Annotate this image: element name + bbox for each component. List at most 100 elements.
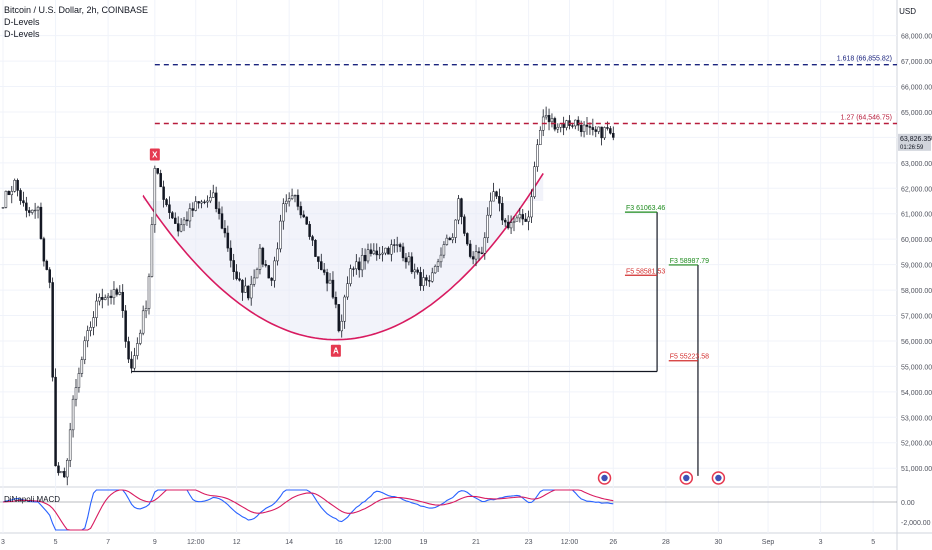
candle-body xyxy=(77,373,81,388)
dinapoli-levels[interactable]: F3 61063.46 F5 58581.53 F3 58987.79 F5 5522… xyxy=(131,205,709,476)
candle-body xyxy=(220,213,224,229)
candle xyxy=(51,277,54,382)
candle xyxy=(98,293,101,306)
candle xyxy=(322,263,326,276)
candle xyxy=(284,194,288,213)
candle xyxy=(503,217,507,227)
candle xyxy=(22,191,25,207)
candle-body xyxy=(597,126,600,132)
candle-body xyxy=(244,285,247,293)
y-tick-label: 53,000.00 xyxy=(901,415,932,422)
candle-body xyxy=(311,236,314,241)
candle xyxy=(92,311,95,336)
candle xyxy=(86,325,89,348)
candle-body xyxy=(103,297,107,300)
candle xyxy=(249,275,253,306)
candle-body xyxy=(74,387,78,400)
candle xyxy=(252,269,256,287)
candle xyxy=(217,201,221,220)
fib-extension-lines[interactable]: 1.618 (66,855.82) 1.27 (64,546.75) xyxy=(154,56,897,125)
candle xyxy=(533,161,536,199)
level-label: F3 61063.46 xyxy=(626,205,665,212)
candle-body xyxy=(150,224,154,277)
candle xyxy=(296,189,300,211)
y-tick-label: 55,000.00 xyxy=(901,364,932,371)
candle-body xyxy=(515,217,519,222)
candle xyxy=(325,268,329,292)
marker-badge xyxy=(330,344,341,357)
candle-body xyxy=(381,252,384,255)
candle xyxy=(182,216,186,232)
candle xyxy=(506,215,510,230)
candle xyxy=(363,248,367,270)
candle-body xyxy=(340,320,343,332)
candle-body xyxy=(474,251,478,260)
candle-body xyxy=(252,277,256,285)
candle-body xyxy=(471,256,475,260)
candle xyxy=(381,245,384,262)
x-axis[interactable]: 3 5 7 9 12:00 12 14 16 12:00 19 21 23 12:00 26 28 30 Sep… xyxy=(1,539,875,546)
candle-body xyxy=(57,465,60,474)
candle xyxy=(343,294,346,329)
candle-body xyxy=(141,310,145,334)
cup-fill xyxy=(143,173,544,340)
news-event-icon xyxy=(679,471,694,485)
indicator-d-levels-1[interactable]: D-Levels xyxy=(4,17,40,27)
candle xyxy=(416,267,419,275)
symbol-title[interactable]: Bitcoin / U.S. Dollar, 2h, COINBASE xyxy=(4,5,149,15)
candle-body xyxy=(33,209,37,212)
candle-body xyxy=(232,260,235,272)
x-tick-label: 12:00 xyxy=(374,539,392,546)
macd-pane[interactable]: 0.00 -2,000.00 xyxy=(0,489,931,531)
candle xyxy=(95,293,98,327)
candle-body xyxy=(185,219,189,222)
candle-body xyxy=(428,280,431,282)
candle xyxy=(591,118,595,136)
candle xyxy=(153,165,157,233)
y-tick-label: 67,000.00 xyxy=(901,59,932,66)
currency-label[interactable]: USD xyxy=(899,7,916,16)
candle xyxy=(194,196,197,212)
candle-body xyxy=(182,219,186,226)
x-tick-label: 7 xyxy=(106,539,110,546)
candle-body xyxy=(156,168,160,174)
candle xyxy=(42,236,46,267)
candle-body xyxy=(600,126,603,139)
candle xyxy=(527,210,530,231)
candle-body xyxy=(334,297,338,305)
candle-body xyxy=(445,237,449,245)
candle xyxy=(378,246,381,260)
candle-body xyxy=(609,128,612,134)
candle xyxy=(430,267,434,283)
y-tick-label: 65,000.00 xyxy=(901,110,932,117)
candle xyxy=(334,291,338,309)
macd-title[interactable]: DiNapoli MACD xyxy=(4,495,61,504)
candle-body xyxy=(454,219,457,238)
indicator-d-levels-2[interactable]: D-Levels xyxy=(4,29,40,39)
candle-body xyxy=(4,190,8,208)
candle-body xyxy=(544,115,548,118)
candle-body xyxy=(524,218,527,222)
candle xyxy=(559,123,562,133)
y-tick-label: 54,000.00 xyxy=(901,390,932,397)
candle xyxy=(150,216,154,278)
candle xyxy=(466,232,469,246)
candle xyxy=(317,256,320,270)
candle xyxy=(168,196,171,219)
candle xyxy=(60,471,63,474)
marker-label: X xyxy=(152,150,158,159)
candle-body xyxy=(10,191,14,196)
candle xyxy=(133,347,136,371)
y-axis[interactable]: 51,000.00 52,000.00 53,000.00 54,000.00 55,0… xyxy=(901,34,932,474)
candle xyxy=(477,247,481,261)
candle-body xyxy=(579,124,583,133)
cup-pattern xyxy=(142,172,544,341)
candle-body xyxy=(366,249,370,262)
candle-body xyxy=(65,460,69,478)
news-icon-core xyxy=(715,474,722,482)
candle xyxy=(7,190,11,196)
candle-body xyxy=(550,118,554,123)
candle xyxy=(375,243,379,261)
candle-body xyxy=(442,244,446,256)
